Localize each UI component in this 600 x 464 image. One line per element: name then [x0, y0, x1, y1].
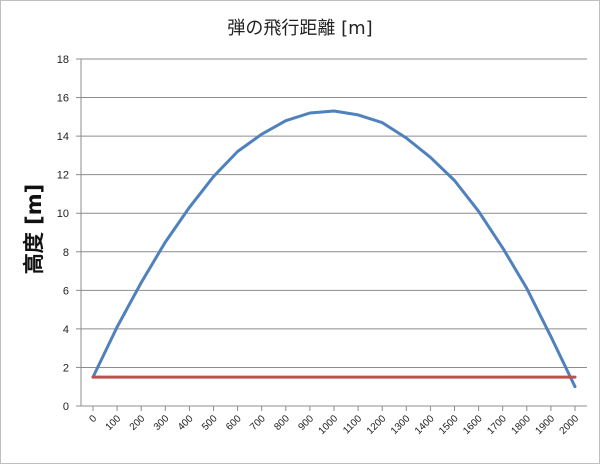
axes — [76, 58, 587, 411]
x-tick-label: 100 — [104, 413, 124, 433]
x-tick-label: 1200 — [365, 413, 389, 437]
x-tick-label: 1000 — [317, 413, 341, 437]
x-tick-label: 800 — [272, 413, 292, 433]
x-tick-label: 600 — [224, 413, 244, 433]
y-tick-label: 14 — [57, 131, 69, 143]
y-tick-label: 16 — [57, 93, 69, 105]
x-tick-label: 1400 — [413, 413, 437, 437]
x-tick-label: 1800 — [509, 413, 533, 437]
x-tick-label: 300 — [152, 413, 172, 433]
y-tick-labels: 0 2 4 6 8 10 12 14 16 18 — [57, 54, 69, 413]
chart-title: 弾の飛行距離 [m] — [227, 18, 372, 39]
x-tick-label: 2000 — [558, 413, 582, 437]
x-tick-label: 500 — [200, 413, 220, 433]
x-tick-label: 400 — [176, 413, 196, 433]
x-tick-label: 1300 — [389, 413, 413, 437]
y-tick-label: 10 — [57, 208, 69, 220]
x-tick-label: 700 — [248, 413, 268, 433]
y-axis-label: 高度 [m] — [22, 184, 46, 274]
y-tick-label: 4 — [63, 324, 69, 336]
y-tick-label: 0 — [63, 401, 69, 413]
x-tick-label: 1500 — [437, 413, 461, 437]
series-line-1 — [91, 109, 577, 389]
y-tick-label: 12 — [57, 170, 69, 182]
x-tick-label: 200 — [128, 413, 148, 433]
y-tick-label: 18 — [57, 54, 69, 66]
x-tick-label: 1100 — [341, 413, 364, 436]
y-tick-label: 2 — [63, 362, 69, 374]
x-tick-label: 0 — [87, 413, 99, 425]
x-tick-labels: 0 100 200 300 400 500 600 700 800 900 1000 1100 1200… — [87, 413, 581, 437]
x-tick-label: 900 — [296, 413, 316, 433]
x-tick-label: 1700 — [485, 413, 509, 437]
y-tick-label: 6 — [63, 285, 69, 297]
x-tick-label: 1900 — [534, 413, 558, 437]
y-tick-label: 8 — [63, 247, 69, 259]
x-tick-label: 1600 — [461, 413, 485, 437]
grid-lines — [81, 58, 587, 368]
series-lines — [91, 109, 577, 389]
